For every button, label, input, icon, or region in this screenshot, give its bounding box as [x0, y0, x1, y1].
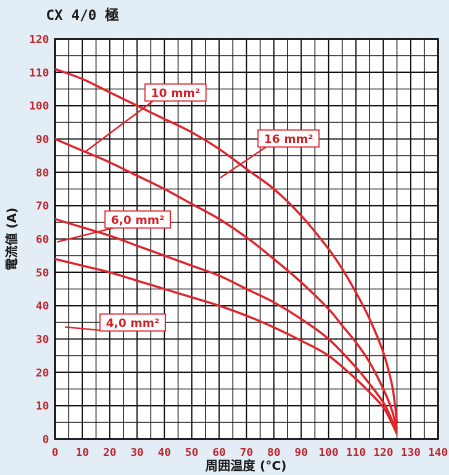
series-label-2: 6,0 mm²: [104, 210, 171, 229]
x-tick-label: 100: [319, 446, 339, 459]
x-tick-label: 60: [213, 446, 226, 459]
series-label-1: 10 mm²: [144, 83, 207, 102]
series-label-0: 16 mm²: [257, 129, 320, 148]
series-line-0: [54, 67, 399, 423]
x-tick-label: 70: [240, 446, 253, 459]
x-tick-label: 80: [267, 446, 280, 459]
x-tick-label: 50: [185, 446, 198, 459]
x-tick-label: 120: [373, 446, 393, 459]
y-tick-label: 20: [36, 366, 49, 379]
plot-border: [54, 38, 439, 440]
series-label-text: 6,0 mm²: [111, 213, 164, 227]
y-tick-label: 40: [36, 300, 49, 313]
series-label-box: [99, 313, 166, 332]
y-tick-label: 90: [36, 133, 49, 146]
x-tick-label: 30: [130, 446, 143, 459]
series-line-1: [54, 137, 399, 430]
x-tick-label: 10: [76, 446, 89, 459]
x-tick-label: 90: [295, 446, 308, 459]
y-tick-label: 70: [36, 200, 49, 213]
x-tick-labels: 0 10 20 30 40 50 60 70 80 90 100 110 120 130 140: [52, 446, 448, 459]
grid: [54, 38, 439, 440]
y-tick-label: 50: [36, 266, 49, 279]
x-tick-label: 0: [52, 446, 59, 459]
y-tick-label: 100: [29, 100, 49, 113]
x-tick-label: 110: [346, 446, 366, 459]
series-lines: [54, 67, 399, 435]
series-line-3: [54, 257, 398, 435]
y-tick-label: 10: [36, 400, 49, 413]
label-leader-line: [56, 227, 114, 243]
y-tick-label: 60: [36, 233, 49, 246]
x-tick-label: 20: [103, 446, 116, 459]
series-line-2: [54, 217, 398, 433]
label-leader-line: [84, 100, 154, 153]
series-label-text: 10 mm²: [151, 86, 200, 100]
series-label-text: 4,0 mm²: [106, 316, 159, 330]
label-leader-line: [219, 146, 267, 179]
series-label-box: [144, 83, 207, 102]
x-tick-label: 140: [428, 446, 448, 459]
y-tick-label: 120: [29, 33, 49, 46]
series-label-box: [257, 129, 320, 148]
series-label-3: 4,0 mm²: [99, 313, 166, 332]
y-tick-label: 30: [36, 333, 49, 346]
x-tick-label: 40: [158, 446, 171, 459]
y-tick-label: 0: [42, 433, 49, 446]
x-axis-label: 周囲温度 (°C): [205, 458, 286, 473]
series-labels: 16 mm² 10 mm² 6,0 mm² 4,0 mm²: [99, 83, 320, 332]
y-tick-label: 110: [29, 66, 49, 79]
y-axis-label: 電流値 (A): [4, 208, 19, 271]
x-tick-label: 130: [401, 446, 421, 459]
y-tick-labels: 0 10 20 30 40 50 60 70 80 90 100 110 120: [29, 33, 49, 446]
series-label-box: [104, 210, 171, 229]
y-tick-label: 80: [36, 166, 49, 179]
chart-title: CX 4/0 極: [46, 7, 119, 24]
series-label-text: 16 mm²: [264, 132, 313, 146]
